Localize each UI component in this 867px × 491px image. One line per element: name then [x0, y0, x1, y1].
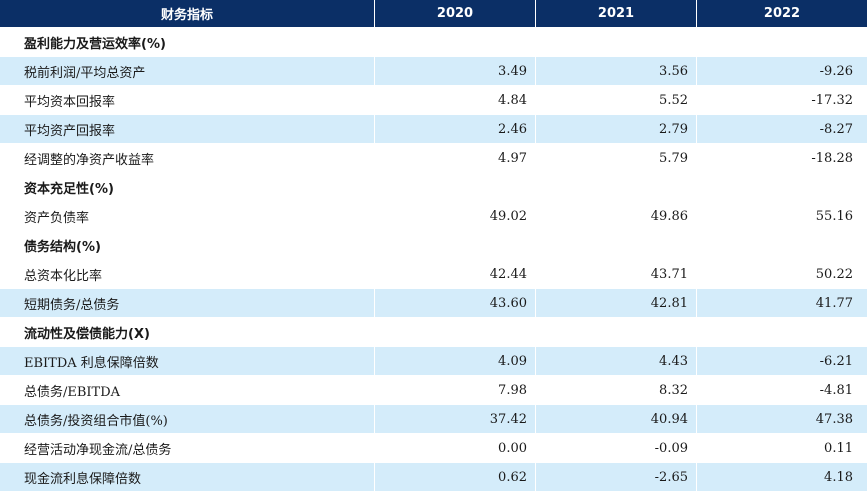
header-indicator: 财务指标 [0, 0, 375, 27]
table-row: 平均资本回报率 4.84 5.52 -17.32 [0, 85, 867, 114]
table-row: 短期债务/总债务 43.60 42.81 41.77 [0, 288, 867, 317]
row-label: 经调整的净资产收益率 [0, 143, 375, 172]
section-label: 流动性及偿债能力(X) [0, 317, 867, 346]
value-2021: 2.79 [536, 114, 697, 143]
table-header: 财务指标 2020 2021 2022 [0, 0, 867, 27]
value-2022: -17.32 [697, 85, 867, 114]
table-row: 税前利润/平均总资产 3.49 3.56 -9.26 [0, 56, 867, 85]
value-2021: 5.79 [536, 143, 697, 172]
row-label: 现金流利息保障倍数 [0, 462, 375, 491]
value-2020: 42.44 [375, 259, 536, 288]
header-year-2020: 2020 [375, 0, 536, 27]
value-2020: 37.42 [375, 404, 536, 433]
row-label: 总资本化比率 [0, 259, 375, 288]
value-2021: 43.71 [536, 259, 697, 288]
table-row: 平均资产回报率 2.46 2.79 -8.27 [0, 114, 867, 143]
value-2022: 47.38 [697, 404, 867, 433]
table-row: 资产负债率 49.02 49.86 55.16 [0, 201, 867, 230]
value-2021: 3.56 [536, 56, 697, 85]
value-2022: -18.28 [697, 143, 867, 172]
value-2021: 5.52 [536, 85, 697, 114]
row-label: 平均资产回报率 [0, 114, 375, 143]
table-row: 现金流利息保障倍数 0.62 -2.65 4.18 [0, 462, 867, 491]
value-2021: -0.09 [536, 433, 697, 462]
section-row-debt: 债务结构(%) [0, 230, 867, 259]
row-label: 经营活动净现金流/总债务 [0, 433, 375, 462]
value-2021: -2.65 [536, 462, 697, 491]
header-row: 财务指标 2020 2021 2022 [0, 0, 867, 27]
section-row-profitability: 盈利能力及营运效率(%) [0, 27, 867, 56]
table-row: 总债务/投资组合市值(%) 37.42 40.94 47.38 [0, 404, 867, 433]
value-2022: 4.18 [697, 462, 867, 491]
value-2020: 43.60 [375, 288, 536, 317]
table-body: 盈利能力及营运效率(%) 税前利润/平均总资产 3.49 3.56 -9.26 … [0, 27, 867, 491]
value-2020: 7.98 [375, 375, 536, 404]
row-label: 总债务/投资组合市值(%) [0, 404, 375, 433]
section-row-capital: 资本充足性(%) [0, 172, 867, 201]
row-label: 资产负债率 [0, 201, 375, 230]
row-label: EBITDA 利息保障倍数 [0, 346, 375, 375]
value-2020: 4.97 [375, 143, 536, 172]
value-2022: -6.21 [697, 346, 867, 375]
value-2021: 8.32 [536, 375, 697, 404]
value-2020: 2.46 [375, 114, 536, 143]
header-year-2021: 2021 [536, 0, 697, 27]
table-row: 总债务/EBITDA 7.98 8.32 -4.81 [0, 375, 867, 404]
value-2022: 41.77 [697, 288, 867, 317]
value-2020: 4.84 [375, 85, 536, 114]
value-2021: 49.86 [536, 201, 697, 230]
value-2022: -8.27 [697, 114, 867, 143]
table-row: EBITDA 利息保障倍数 4.09 4.43 -6.21 [0, 346, 867, 375]
row-label: 短期债务/总债务 [0, 288, 375, 317]
section-label: 债务结构(%) [0, 230, 867, 259]
value-2020: 4.09 [375, 346, 536, 375]
table-row: 经营活动净现金流/总债务 0.00 -0.09 0.11 [0, 433, 867, 462]
table-row: 经调整的净资产收益率 4.97 5.79 -18.28 [0, 143, 867, 172]
value-2022: 0.11 [697, 433, 867, 462]
section-label: 盈利能力及营运效率(%) [0, 27, 867, 56]
value-2020: 3.49 [375, 56, 536, 85]
section-label: 资本充足性(%) [0, 172, 867, 201]
row-label: 税前利润/平均总资产 [0, 56, 375, 85]
header-year-2022: 2022 [697, 0, 867, 27]
table-row: 总资本化比率 42.44 43.71 50.22 [0, 259, 867, 288]
value-2021: 4.43 [536, 346, 697, 375]
value-2022: -4.81 [697, 375, 867, 404]
value-2022: 55.16 [697, 201, 867, 230]
value-2020: 49.02 [375, 201, 536, 230]
value-2020: 0.62 [375, 462, 536, 491]
row-label: 平均资本回报率 [0, 85, 375, 114]
value-2020: 0.00 [375, 433, 536, 462]
section-row-liquidity: 流动性及偿债能力(X) [0, 317, 867, 346]
row-label: 总债务/EBITDA [0, 375, 375, 404]
value-2021: 42.81 [536, 288, 697, 317]
value-2021: 40.94 [536, 404, 697, 433]
value-2022: -9.26 [697, 56, 867, 85]
value-2022: 50.22 [697, 259, 867, 288]
